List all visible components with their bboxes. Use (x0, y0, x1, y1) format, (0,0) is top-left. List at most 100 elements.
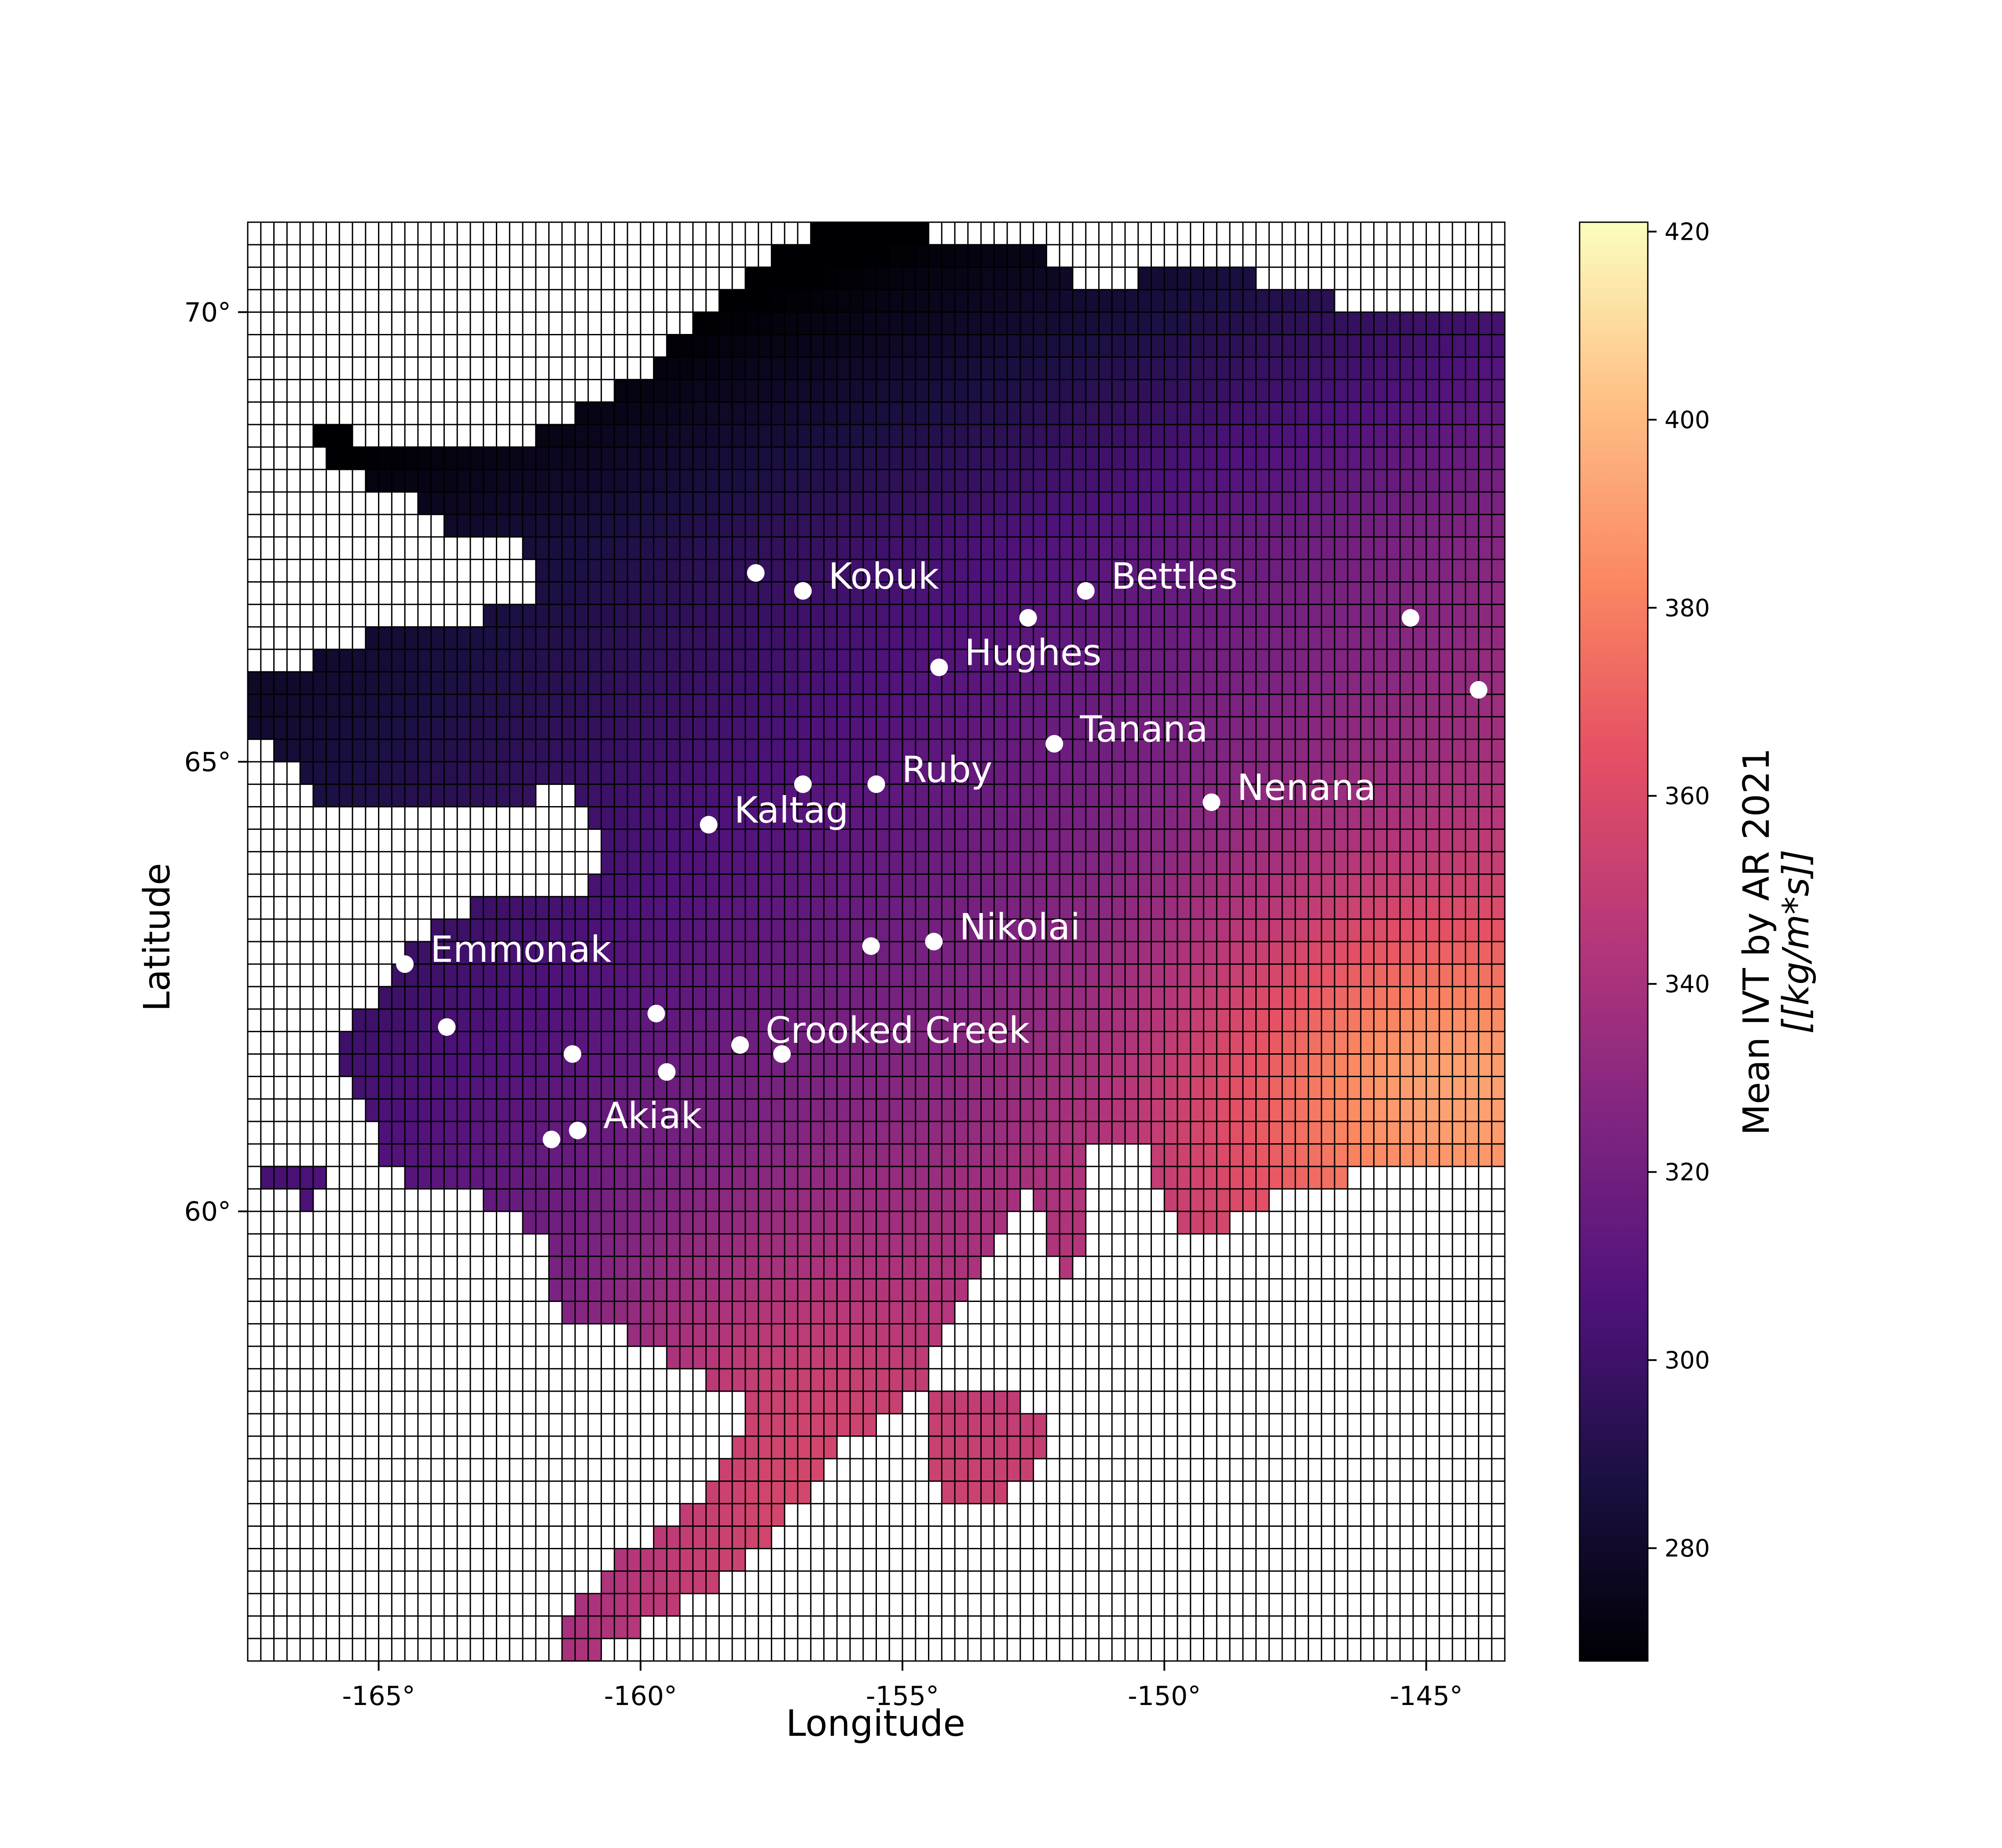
heatmap-cell (863, 1413, 877, 1437)
heatmap-cell (1452, 627, 1466, 650)
heatmap-cell (719, 1054, 733, 1077)
heatmap-cell (575, 671, 589, 695)
heatmap-cell (693, 1346, 707, 1369)
heatmap-cell (797, 964, 811, 987)
heatmap-cell (1347, 1121, 1361, 1144)
heatmap-cell (693, 402, 707, 425)
heatmap-cell (824, 402, 837, 425)
heatmap-cell (797, 942, 811, 964)
heatmap-cell (1072, 402, 1086, 425)
heatmap-cell (1046, 312, 1060, 335)
heatmap-cell (732, 424, 746, 447)
heatmap-cell (496, 492, 510, 515)
heatmap-cell (653, 514, 667, 537)
heatmap-cell (902, 762, 916, 785)
heatmap-cell (1046, 1121, 1060, 1144)
heatmap-cell (1308, 290, 1322, 312)
heatmap-cell (1046, 469, 1060, 492)
heatmap-cell (693, 1189, 707, 1212)
heatmap-cell (1217, 1211, 1230, 1234)
heatmap-cell (1492, 784, 1505, 807)
heatmap-cell (575, 919, 589, 942)
heatmap-cell (614, 829, 628, 852)
heatmap-cell (575, 1638, 589, 1661)
heatmap-cell (653, 1324, 667, 1347)
heatmap-cell (850, 1346, 864, 1369)
heatmap-cell (1046, 919, 1060, 942)
heatmap-cell (1282, 762, 1296, 785)
heatmap-cell (614, 492, 628, 515)
y-axis-label: Latitude (136, 863, 178, 1012)
heatmap-cell (1295, 694, 1309, 717)
heatmap-cell (1243, 312, 1257, 335)
heatmap-cell (1020, 1054, 1034, 1077)
heatmap-cell (1478, 762, 1492, 785)
heatmap-cell (706, 739, 719, 762)
heatmap-cell (339, 649, 353, 672)
station-marker (1470, 681, 1488, 699)
heatmap-cell (1164, 537, 1178, 560)
heatmap-cell (1138, 919, 1152, 942)
heatmap-cell (614, 919, 628, 942)
heatmap-cell (693, 379, 707, 403)
heatmap-cell (1112, 424, 1126, 447)
heatmap-cell (810, 334, 825, 358)
heatmap-cell (1308, 739, 1322, 762)
heatmap-cell (850, 604, 864, 627)
heatmap-cell (510, 447, 523, 470)
heatmap-cell (1439, 851, 1453, 875)
heatmap-cell (981, 964, 994, 987)
heatmap-cell (680, 1503, 693, 1527)
heatmap-cell (1190, 942, 1204, 964)
heatmap-cell (863, 447, 877, 470)
heatmap-cell (797, 402, 811, 425)
heatmap-cell (981, 851, 994, 875)
heatmap-cell (1217, 1144, 1230, 1167)
heatmap-cell (1099, 290, 1112, 312)
heatmap-cell (1190, 649, 1204, 672)
heatmap-cell (1374, 402, 1387, 425)
heatmap-cell (1282, 1031, 1296, 1055)
heatmap-cell (1295, 851, 1309, 875)
heatmap-cell (1177, 829, 1191, 852)
heatmap-cell (876, 874, 890, 897)
heatmap-cell (1308, 379, 1322, 403)
heatmap-cell (352, 739, 366, 762)
heatmap-cell (758, 604, 772, 627)
heatmap-cell (915, 739, 929, 762)
heatmap-cell (810, 1166, 825, 1189)
heatmap-cell (1413, 851, 1427, 875)
station-marker (543, 1130, 561, 1148)
heatmap-cell (1360, 627, 1374, 650)
heatmap-cell (942, 807, 955, 830)
heatmap-cell (1046, 1211, 1060, 1234)
heatmap-cell (562, 1009, 576, 1032)
heatmap-cell (549, 694, 562, 717)
heatmap-cell (1085, 829, 1100, 852)
heatmap-cell (1413, 649, 1427, 672)
heatmap-cell (483, 896, 497, 920)
heatmap-cell (928, 1436, 942, 1459)
heatmap-cell (614, 1234, 628, 1257)
heatmap-cell (1125, 290, 1139, 312)
heatmap-cell (1295, 896, 1309, 920)
heatmap-cell (732, 784, 746, 807)
heatmap-cell (1099, 469, 1112, 492)
heatmap-cell (1335, 582, 1348, 605)
heatmap-cell (942, 874, 955, 897)
heatmap-cell (601, 1099, 615, 1122)
heatmap-cell (431, 942, 445, 964)
heatmap-cell (837, 807, 851, 830)
heatmap-cell (1060, 784, 1073, 807)
heatmap-cell (405, 1054, 418, 1077)
heatmap-cell (1203, 334, 1217, 358)
heatmap-cell (470, 447, 484, 470)
heatmap-cell (575, 1616, 589, 1639)
heatmap-cell (810, 942, 825, 964)
heatmap-cell (1492, 671, 1505, 695)
heatmap-cell (850, 537, 864, 560)
heatmap-cell (1478, 1054, 1492, 1077)
heatmap-cell (1072, 312, 1086, 335)
heatmap-cell (1321, 784, 1335, 807)
heatmap-cell (640, 402, 654, 425)
